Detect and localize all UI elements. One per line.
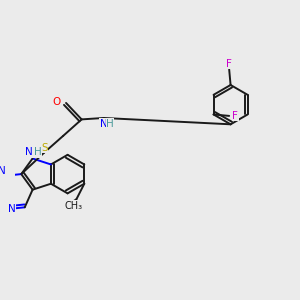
Text: N: N [8, 204, 16, 214]
Text: H: H [106, 118, 114, 129]
Text: S: S [41, 143, 48, 153]
Text: O: O [53, 97, 61, 106]
Text: H: H [34, 147, 42, 157]
Text: F: F [226, 59, 232, 69]
Text: N: N [25, 147, 33, 157]
Text: F: F [232, 111, 238, 121]
Text: N: N [100, 118, 108, 129]
Text: CH₃: CH₃ [64, 201, 82, 211]
Text: N: N [0, 166, 6, 176]
